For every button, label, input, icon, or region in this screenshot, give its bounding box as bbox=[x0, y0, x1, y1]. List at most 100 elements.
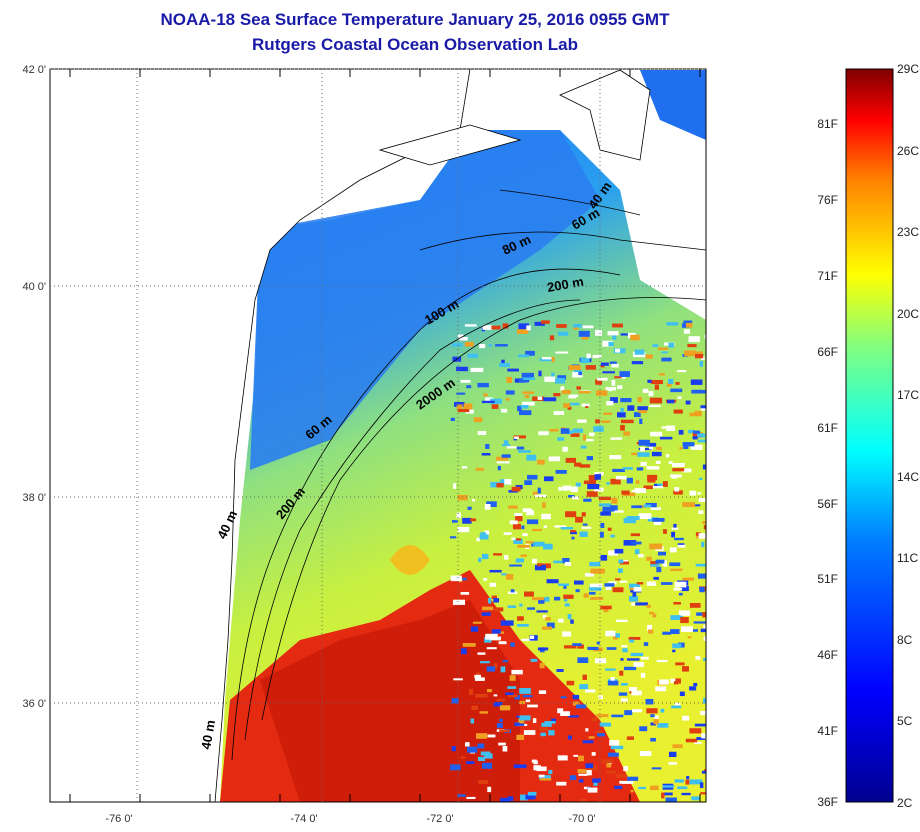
sst-pixel bbox=[498, 742, 506, 746]
sst-pixel bbox=[554, 596, 561, 601]
sst-pixel bbox=[451, 520, 458, 523]
sst-pixel bbox=[515, 516, 523, 522]
sst-pixel bbox=[668, 461, 673, 464]
sst-pixel bbox=[623, 431, 631, 436]
sst-pixel bbox=[516, 734, 525, 741]
sst-pixel bbox=[596, 641, 600, 645]
sst-pixel bbox=[619, 780, 631, 784]
sst-pixel bbox=[457, 794, 466, 797]
sst-pixel bbox=[612, 510, 624, 513]
sst-pixel bbox=[530, 658, 538, 662]
sst-pixel bbox=[629, 687, 637, 692]
sst-pixel bbox=[532, 597, 544, 601]
sst-pixel bbox=[485, 397, 494, 402]
sst-pixel bbox=[607, 527, 612, 531]
sst-pixel bbox=[478, 557, 482, 563]
sst-pixel bbox=[481, 400, 495, 404]
sst-pixel bbox=[462, 643, 476, 647]
sst-pixel bbox=[569, 775, 577, 781]
sst-pixel bbox=[672, 744, 683, 749]
sst-pixel bbox=[505, 574, 514, 580]
sst-pixel bbox=[633, 661, 644, 667]
sst-pixel bbox=[631, 452, 641, 456]
sst-pixel bbox=[578, 779, 584, 783]
sst-pixel bbox=[453, 678, 463, 681]
sst-pixel bbox=[514, 695, 520, 700]
sst-pixel bbox=[647, 624, 653, 631]
sst-pixel bbox=[582, 740, 594, 744]
colorbar-f-label: 51F bbox=[817, 572, 838, 587]
sst-pixel bbox=[585, 405, 589, 409]
sst-pixel bbox=[696, 433, 706, 438]
sst-pixel bbox=[581, 336, 589, 340]
sst-pixel bbox=[575, 589, 580, 593]
sst-pixel bbox=[558, 618, 564, 623]
sst-pixel bbox=[519, 687, 531, 694]
sst-pixel bbox=[673, 601, 682, 605]
sst-pixel bbox=[568, 715, 580, 718]
sst-pixel bbox=[631, 505, 643, 509]
sst-pixel bbox=[537, 459, 545, 465]
sst-pixel bbox=[553, 560, 563, 564]
sst-pixel bbox=[469, 689, 474, 696]
sst-pixel bbox=[703, 657, 706, 661]
sst-pixel bbox=[619, 670, 624, 676]
sst-pixel bbox=[612, 468, 625, 472]
sst-pixel bbox=[570, 619, 574, 624]
sst-pixel bbox=[629, 587, 635, 591]
sst-pixel bbox=[548, 456, 561, 462]
sst-pixel bbox=[583, 498, 592, 502]
sst-pixel bbox=[479, 534, 489, 540]
sst-pixel bbox=[670, 615, 681, 621]
sst-pixel bbox=[560, 711, 570, 717]
sst-pixel bbox=[542, 615, 547, 619]
sst-pixel bbox=[520, 404, 529, 409]
sst-pixel bbox=[651, 767, 662, 770]
sst-pixel bbox=[583, 434, 587, 441]
sst-pixel bbox=[527, 607, 536, 610]
sst-pixel bbox=[649, 611, 655, 615]
sst-pixel bbox=[541, 626, 552, 630]
sst-pixel bbox=[668, 378, 674, 384]
sst-pixel bbox=[652, 613, 657, 618]
sst-pixel bbox=[624, 710, 633, 716]
sst-pixel bbox=[512, 523, 521, 530]
sst-pixel bbox=[598, 695, 604, 700]
sst-pixel bbox=[670, 629, 680, 635]
sst-pixel bbox=[671, 476, 678, 479]
sst-pixel bbox=[694, 723, 706, 727]
sst-pixel bbox=[578, 390, 591, 394]
sst-pixel bbox=[670, 388, 683, 393]
sst-pixel bbox=[578, 773, 588, 776]
sst-pixel bbox=[621, 682, 628, 686]
sst-pixel bbox=[594, 474, 602, 480]
sst-pixel bbox=[520, 554, 527, 557]
sst-pixel bbox=[543, 397, 557, 402]
sst-pixel bbox=[485, 443, 490, 449]
sst-pixel bbox=[620, 419, 634, 424]
sst-pixel bbox=[526, 519, 539, 525]
sst-pixel bbox=[690, 444, 703, 450]
sst-pixel bbox=[477, 743, 485, 749]
sst-pixel bbox=[589, 432, 595, 437]
sst-pixel bbox=[670, 568, 683, 572]
sst-field bbox=[220, 70, 706, 802]
sst-pixel bbox=[479, 344, 486, 349]
sst-pixel bbox=[556, 669, 564, 672]
sst-pixel bbox=[700, 628, 706, 633]
sst-pixel bbox=[523, 730, 536, 735]
sst-pixel bbox=[564, 645, 577, 649]
sst-pixel bbox=[557, 437, 565, 441]
sst-pixel bbox=[470, 718, 475, 724]
sst-pixel bbox=[620, 424, 625, 431]
sst-pixel bbox=[595, 329, 602, 336]
sst-pixel bbox=[666, 383, 672, 387]
sst-pixel bbox=[620, 333, 628, 336]
sst-pixel bbox=[575, 704, 587, 709]
sst-pixel bbox=[607, 680, 619, 686]
sst-pixel bbox=[632, 591, 637, 597]
sst-pixel bbox=[586, 353, 591, 359]
sst-pixel bbox=[476, 537, 481, 542]
sst-pixel bbox=[496, 461, 510, 464]
